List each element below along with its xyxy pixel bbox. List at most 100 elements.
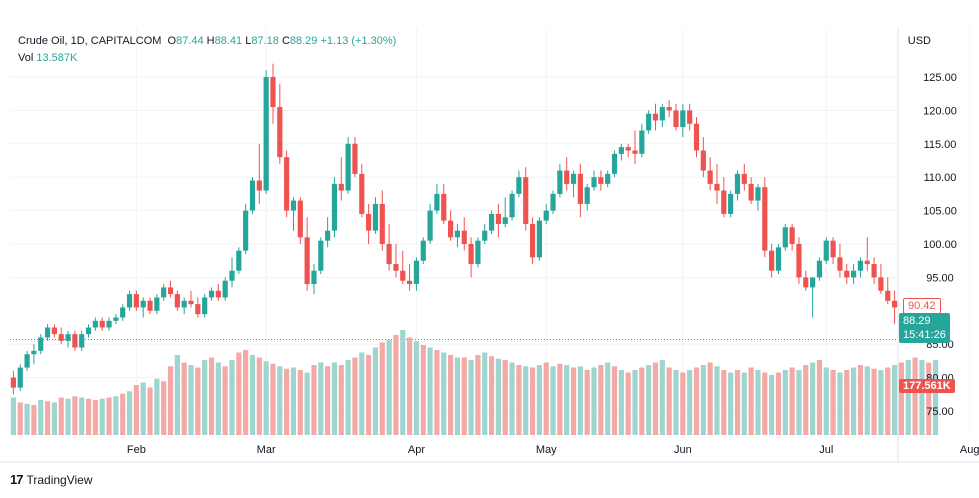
volume-bar bbox=[529, 367, 536, 435]
volume-bar bbox=[400, 330, 406, 435]
volume-bar bbox=[482, 352, 488, 435]
volume-bar bbox=[605, 362, 611, 435]
volume-bar bbox=[632, 370, 638, 435]
volume-bar bbox=[926, 362, 932, 435]
volume-bar bbox=[379, 342, 385, 435]
volume-bar bbox=[65, 398, 71, 435]
candle-body bbox=[714, 183, 720, 191]
candle-body bbox=[167, 287, 174, 295]
volume-bar bbox=[891, 365, 898, 435]
volume-bar bbox=[741, 372, 747, 435]
volume-bar bbox=[167, 366, 174, 435]
volume-bar bbox=[646, 365, 652, 435]
candle-body bbox=[270, 77, 276, 108]
volume-bar bbox=[174, 355, 180, 435]
volume-bar bbox=[680, 372, 686, 435]
volume-bar bbox=[17, 402, 23, 435]
legend-ohlc: Crude Oil, 1D, CAPITALCOM O87.44 H88.41 … bbox=[18, 35, 396, 47]
volume-bar bbox=[413, 341, 420, 435]
volume-bar bbox=[366, 355, 372, 435]
volume-bar bbox=[557, 363, 563, 435]
volume-bar bbox=[673, 370, 679, 435]
volume-bar bbox=[591, 367, 597, 435]
candle-body bbox=[864, 260, 870, 265]
candle-body bbox=[249, 180, 256, 211]
candle-body bbox=[79, 334, 85, 348]
candle-body bbox=[92, 320, 98, 328]
time-tick-label: Aug bbox=[960, 444, 979, 456]
volume-bar bbox=[830, 370, 836, 435]
candle-body bbox=[359, 173, 365, 214]
volume-tag: 177.561K bbox=[899, 379, 955, 393]
candle-body bbox=[400, 270, 406, 281]
volume-bar bbox=[816, 360, 823, 435]
volume-bar bbox=[229, 360, 235, 435]
price-tick-label: 115.00 bbox=[924, 139, 957, 151]
candle-body bbox=[38, 337, 44, 351]
volume-bar bbox=[666, 367, 672, 435]
candle-body bbox=[557, 170, 563, 194]
volume-bar bbox=[536, 365, 542, 435]
volume-bar bbox=[611, 366, 618, 435]
candle-body bbox=[803, 277, 809, 288]
candle-body bbox=[618, 147, 624, 154]
volume-bar bbox=[550, 366, 556, 435]
candle-body bbox=[652, 113, 659, 121]
volume-bar bbox=[372, 347, 379, 435]
volume-bar bbox=[495, 358, 501, 435]
volume-bar bbox=[919, 360, 925, 435]
brand-name: TradingView bbox=[26, 472, 93, 487]
volume-bar bbox=[386, 340, 392, 435]
candle-body bbox=[680, 110, 686, 128]
candle-body bbox=[65, 334, 71, 341]
candle-body bbox=[516, 177, 522, 194]
volume-bar bbox=[775, 372, 782, 435]
candle-body bbox=[284, 157, 290, 211]
high-value: 88.41 bbox=[214, 35, 243, 47]
candle-body bbox=[229, 270, 235, 281]
volume-bar bbox=[652, 362, 659, 435]
candle-body bbox=[687, 110, 693, 124]
volume-bar bbox=[72, 396, 78, 435]
volume-bar bbox=[762, 372, 768, 435]
volume-bar bbox=[693, 367, 700, 435]
volume-bar bbox=[249, 355, 256, 435]
candle-body bbox=[85, 327, 92, 335]
footer-branding[interactable]: 17 TradingView bbox=[10, 472, 93, 487]
candle-body bbox=[550, 193, 556, 211]
volume-bar bbox=[857, 365, 864, 435]
close-label: C bbox=[281, 35, 290, 47]
candle-body bbox=[372, 203, 379, 231]
candle-body bbox=[885, 290, 891, 301]
low-value: 87.18 bbox=[251, 35, 279, 47]
volume-bar bbox=[243, 350, 249, 435]
candle-body bbox=[113, 317, 119, 321]
volume-bar bbox=[38, 400, 44, 435]
volume-bar bbox=[304, 372, 310, 435]
volume-bar bbox=[338, 365, 344, 435]
candle-body bbox=[844, 270, 850, 278]
candle-body bbox=[24, 354, 30, 368]
candle-body bbox=[331, 183, 338, 231]
candle-body bbox=[379, 203, 385, 244]
volume-bar bbox=[120, 393, 126, 435]
volume-value: 13.587K bbox=[36, 52, 78, 64]
candle-body bbox=[441, 193, 447, 221]
candle-body bbox=[543, 210, 549, 221]
volume-bar bbox=[202, 360, 208, 435]
candle-body bbox=[208, 290, 215, 298]
candle-body bbox=[816, 260, 823, 278]
volume-bar bbox=[147, 387, 153, 435]
candle-body bbox=[796, 244, 802, 278]
candle-body bbox=[174, 294, 180, 308]
candle-body bbox=[475, 240, 481, 265]
candle-body bbox=[140, 300, 146, 308]
last-price-tag: 88.29 15:41:26 bbox=[899, 313, 950, 343]
candle-body bbox=[810, 277, 816, 288]
volume-bar bbox=[208, 357, 215, 435]
candle-body bbox=[161, 287, 167, 298]
candle-body bbox=[666, 107, 672, 111]
candle-body bbox=[215, 290, 221, 298]
candle-body bbox=[823, 240, 829, 261]
volume-bar bbox=[823, 367, 829, 435]
